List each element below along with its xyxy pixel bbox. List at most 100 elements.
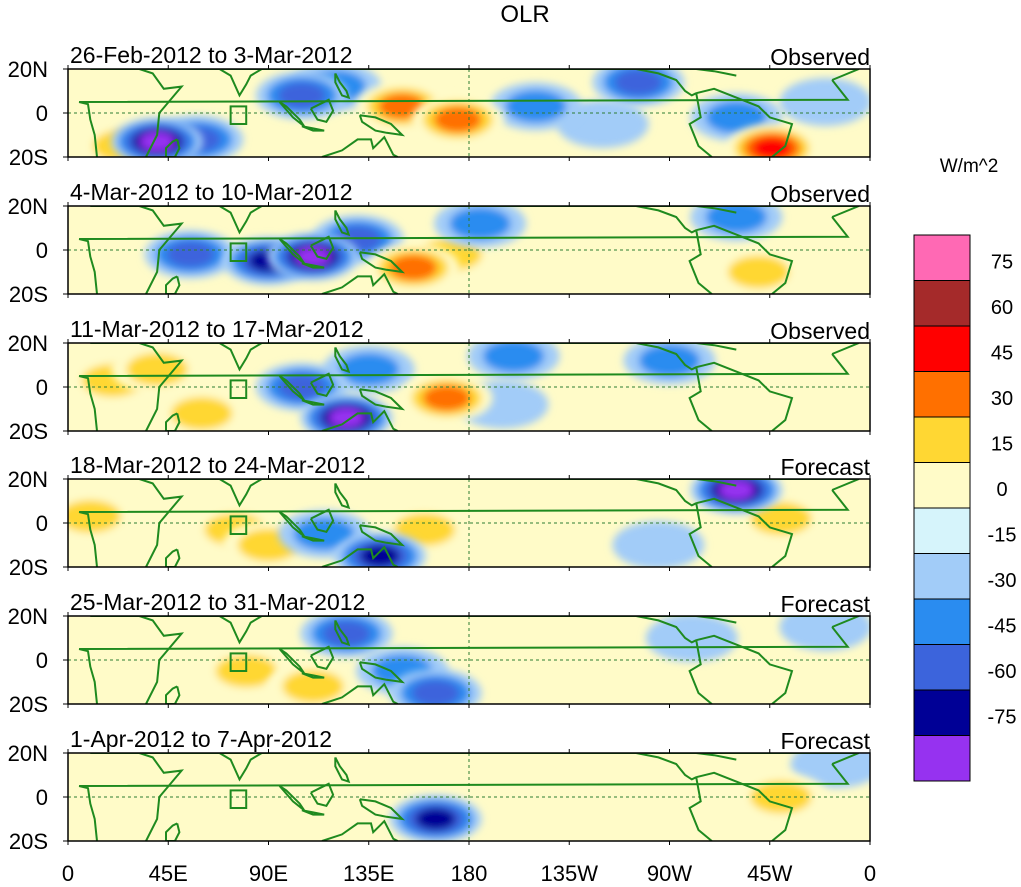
colorbar-swatch <box>913 280 971 327</box>
colorbar-swatch <box>913 553 971 600</box>
map-panel: 20N 0 20S 26-Feb-2012 to 3-Mar-2012 Observed <box>8 42 871 170</box>
coastline <box>321 409 399 431</box>
coastline <box>301 399 325 406</box>
coastline <box>688 503 713 567</box>
coastline <box>358 524 406 547</box>
panel-kind-label: Forecast <box>781 728 871 754</box>
y-tick-label: 20S <box>9 145 48 170</box>
anomaly-blob <box>645 616 738 662</box>
colorbar-label: -75 <box>988 707 1017 729</box>
map-panel: 20N 0 20S 1-Apr-2012 to 7-Apr-2012 Forecast <box>8 726 871 854</box>
coastline <box>635 343 697 371</box>
x-tick-label: 180 <box>451 861 488 886</box>
y-tick-label: 20N <box>8 741 48 766</box>
anomaly-blob <box>389 669 482 704</box>
colorbar-swatch <box>913 325 971 372</box>
colorbar-swatch <box>913 507 971 554</box>
coastline <box>321 135 399 157</box>
x-tick-label: 90W <box>647 861 692 886</box>
colorbar-label: -15 <box>988 525 1017 547</box>
coastline <box>90 616 860 704</box>
colorbar-swatch <box>913 598 971 645</box>
map-panel: 20N 0 20S 11-Mar-2012 to 17-Mar-2012 Observe… <box>8 316 871 444</box>
y-tick-label: 20N <box>8 57 48 82</box>
coastline <box>278 375 305 401</box>
panel-period-label: 4-Mar-2012 to 10-Mar-2012 <box>70 179 353 205</box>
colorbar-label: -45 <box>988 616 1017 638</box>
y-tick-label: 20N <box>8 194 48 219</box>
coastline <box>334 482 351 510</box>
coastline <box>218 616 263 645</box>
coastline <box>334 619 351 647</box>
coastline <box>334 72 351 100</box>
anomaly-blob <box>790 215 870 263</box>
anomaly-blob <box>712 248 805 294</box>
coastline <box>165 685 181 704</box>
coastline <box>635 69 697 97</box>
y-tick-label: 0 <box>36 785 48 810</box>
coastline <box>90 343 860 431</box>
coastline <box>688 777 713 841</box>
x-tick-label: 45W <box>747 861 792 886</box>
colorbar-swatch <box>913 689 971 736</box>
coastline <box>688 93 713 157</box>
anomaly-blob <box>725 124 818 157</box>
coastline <box>358 251 406 274</box>
coastline <box>695 87 794 157</box>
anomaly-blob <box>278 510 371 558</box>
coastline <box>301 262 325 269</box>
anomaly-blob <box>255 71 348 120</box>
coastline <box>301 672 325 679</box>
anomaly-blob <box>612 521 705 567</box>
region-box <box>229 515 248 536</box>
anomaly-blob <box>267 662 360 704</box>
coastline <box>695 771 794 841</box>
coastline <box>688 230 713 294</box>
y-tick-label: 0 <box>36 511 48 536</box>
y-tick-label: 0 <box>36 238 48 263</box>
region-box <box>229 652 248 673</box>
coastline <box>278 785 305 811</box>
coastline <box>321 272 399 294</box>
anomaly-blob <box>779 78 870 126</box>
coastline <box>358 661 406 684</box>
coastline <box>358 798 406 821</box>
coastline <box>688 640 713 704</box>
y-tick-label: 20S <box>9 419 48 444</box>
colorbar-label: 60 <box>991 297 1013 319</box>
coastline <box>334 756 351 784</box>
coastline <box>165 275 181 294</box>
anomaly-blob <box>534 479 627 525</box>
colorbar: W/m^2 75 60 45 30 15 0 -15 -30 -45 -60 -75 <box>913 156 1017 782</box>
panel-period-label: 25-Mar-2012 to 31-Mar-2012 <box>70 589 365 615</box>
map-panels: 20N 0 20S 26-Feb-2012 to 3-Mar-2012 Observed… <box>8 42 871 854</box>
panel-kind-label: Observed <box>770 181 870 207</box>
x-tick-label: 45E <box>149 861 188 886</box>
colorbar-swatch <box>913 644 971 691</box>
anomaly-blob <box>68 492 137 541</box>
coastline <box>696 69 737 77</box>
anomaly-blob <box>389 795 482 841</box>
panel-period-label: 18-Mar-2012 to 24-Mar-2012 <box>70 452 365 478</box>
colorbar-label: 0 <box>996 479 1007 501</box>
coastline <box>278 511 305 537</box>
anomaly-blob <box>467 625 560 673</box>
anomaly-blob <box>467 766 560 815</box>
panel-kind-label: Observed <box>770 44 870 70</box>
x-tick-label: 135W <box>541 861 599 886</box>
coastline <box>301 809 325 816</box>
anomaly-blob <box>411 95 504 144</box>
coastline <box>309 508 335 533</box>
colorbar-swatch <box>913 735 971 782</box>
coastline <box>696 753 737 761</box>
anomaly-blob <box>367 243 460 292</box>
map-panel: 20N 0 20S 18-Mar-2012 to 24-Mar-2012 Forecas… <box>8 452 871 580</box>
anomaly-blob <box>690 479 783 514</box>
map-panel: 20N 0 20S 4-Mar-2012 to 10-Mar-2012 Observed <box>8 179 871 307</box>
coastline <box>218 206 263 235</box>
coastline <box>78 79 850 157</box>
coastline <box>218 69 263 98</box>
coastline <box>78 489 850 567</box>
coastline <box>78 353 850 431</box>
coastline <box>334 209 351 237</box>
